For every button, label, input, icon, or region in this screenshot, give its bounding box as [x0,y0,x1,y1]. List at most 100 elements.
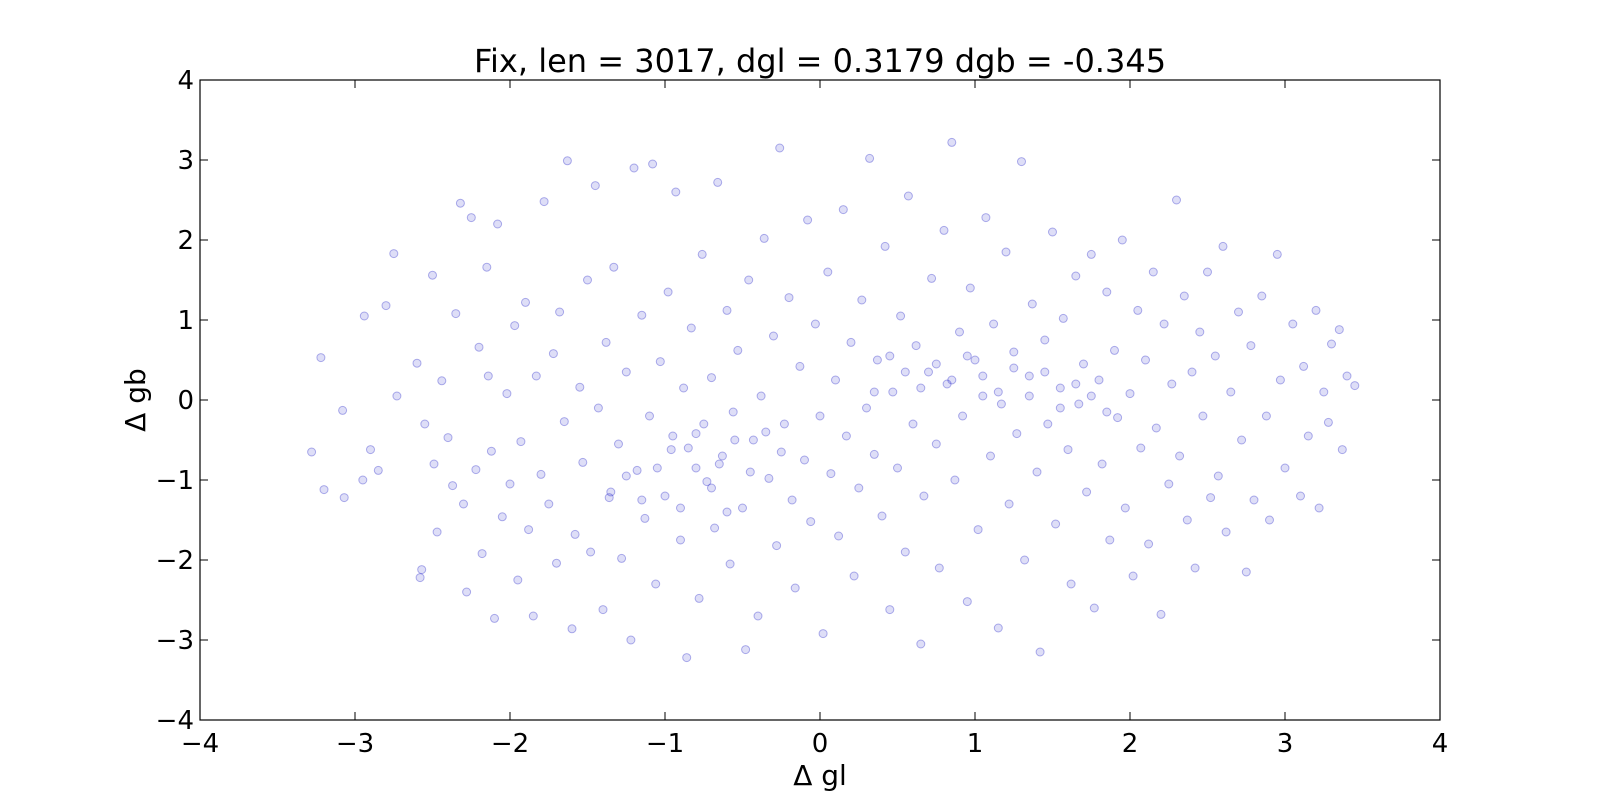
data-point [617,553,627,563]
data-point [655,357,665,367]
data-point [428,270,437,280]
data-point [593,403,603,413]
data-point [877,511,887,521]
data-point [679,383,689,393]
data-point [790,583,800,593]
data-point [474,342,484,352]
data-point [586,547,596,557]
y-tick-label: −3 [156,626,194,656]
data-point [1102,287,1112,297]
data-point [1086,391,1096,401]
data-point [1086,249,1096,259]
data-point [1237,435,1247,445]
data-point [459,499,468,509]
data-point [676,503,685,513]
data-point [1043,419,1053,429]
data-point [392,391,402,401]
data-point [443,433,453,443]
data-point [676,535,685,545]
data-point [1048,227,1057,237]
data-point [846,337,856,347]
data-point [516,437,526,447]
data-point [1040,367,1050,377]
data-point [713,177,723,187]
data-point [1288,319,1298,329]
data-point [417,565,427,575]
data-point [1246,341,1256,351]
data-point [1272,249,1282,259]
data-point [869,387,879,397]
data-point [1275,375,1285,385]
data-point [697,249,707,259]
data-point [834,531,844,541]
data-point [493,219,503,229]
data-point [748,435,758,445]
data-point [806,517,816,527]
data-point [924,367,933,377]
data-point [1319,387,1329,397]
data-point [528,611,538,621]
data-point [1105,535,1115,545]
data-point [989,319,999,329]
data-point [1280,463,1290,473]
data-point [1035,647,1045,657]
data-point [872,355,882,365]
x-tick-label: −2 [491,729,529,759]
data-point [1004,499,1014,509]
data-point [1136,443,1146,453]
data-point [993,387,1003,397]
data-point [497,512,507,522]
data-point [1117,235,1127,245]
data-point [548,349,558,359]
data-point [381,301,391,311]
x-tick-label: 4 [1432,729,1449,759]
data-point [911,341,921,351]
data-point [916,383,926,393]
data-point [691,429,701,439]
data-point [981,213,991,223]
data-point [1058,313,1068,323]
data-point [544,499,554,509]
data-point [1009,363,1019,373]
data-point [978,371,988,381]
data-point [682,653,692,663]
data-point [359,311,369,321]
data-point [955,327,964,337]
data-point [1032,467,1042,477]
data-point [854,483,864,493]
data-point [1159,319,1169,329]
data-point [931,359,941,369]
data-point [730,435,740,445]
data-point [1198,411,1208,421]
data-point [900,367,910,377]
data-point [1094,375,1104,385]
data-point [412,358,422,368]
data-point [725,559,735,569]
data-point [1327,339,1336,349]
data-point [1206,493,1216,503]
data-point [800,455,809,465]
data-point [947,137,957,147]
y-tick-label: −4 [156,706,194,736]
data-point [795,361,805,371]
data-point [810,319,820,329]
data-point [1311,305,1321,315]
data-point [621,367,631,377]
data-point [1303,431,1313,441]
data-point [1221,527,1231,537]
x-tick-label: 1 [967,729,984,759]
x-tick-label: 3 [1277,729,1294,759]
data-point [931,439,941,449]
data-point [307,447,317,457]
data-point [1040,335,1050,345]
data-point [601,337,611,347]
data-point [609,262,619,272]
axis-ticks [199,79,1441,721]
x-axis-label: Δ gl [793,759,847,792]
data-point [1113,413,1123,423]
data-point [1167,379,1177,389]
data-point [934,563,944,573]
data-point [733,345,743,355]
data-point [578,457,588,467]
data-point [1156,609,1166,619]
